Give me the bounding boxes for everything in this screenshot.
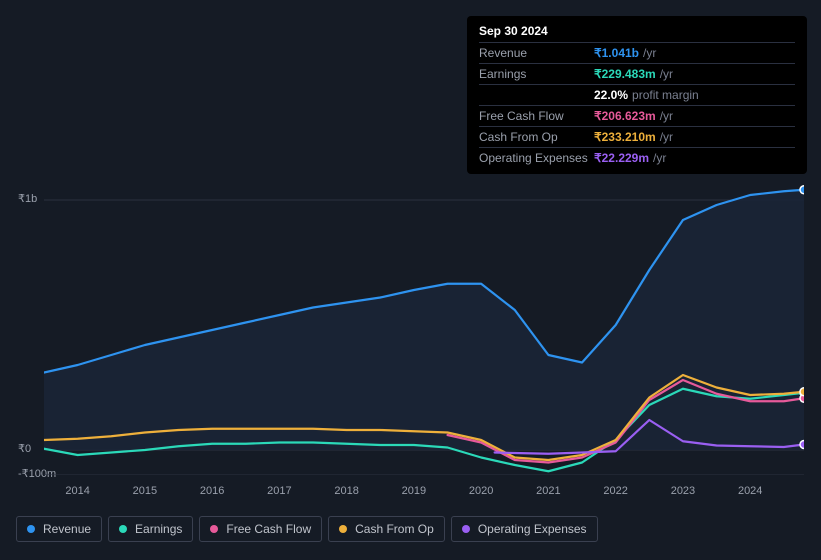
y-tick-label: ₹1b — [18, 192, 37, 205]
tooltip-suffix: /yr — [660, 109, 673, 123]
tooltip-row: Earnings₹229.483m/yr — [479, 63, 795, 84]
x-tick-label: 2018 — [334, 485, 358, 497]
legend-label: Earnings — [135, 522, 182, 536]
chart-legend: Revenue Earnings Free Cash Flow Cash From O… — [16, 516, 598, 542]
legend-label: Operating Expenses — [478, 522, 587, 536]
tooltip-value: ₹229.483m — [594, 67, 656, 81]
legend-item[interactable]: Operating Expenses — [451, 516, 598, 542]
legend-dot-icon — [339, 525, 347, 533]
legend-label: Free Cash Flow — [226, 522, 311, 536]
tooltip-label: Cash From Op — [479, 130, 594, 144]
tooltip-row: Free Cash Flow₹206.623m/yr — [479, 105, 795, 126]
legend-dot-icon — [210, 525, 218, 533]
tooltip-row: Cash From Op₹233.210m/yr — [479, 126, 795, 147]
tooltip-suffix: /yr — [660, 67, 673, 81]
tooltip-row: Revenue₹1.041b/yr — [479, 42, 795, 63]
legend-label: Cash From Op — [355, 522, 434, 536]
tooltip-label: Earnings — [479, 67, 594, 81]
tooltip-suffix: /yr — [660, 130, 673, 144]
legend-item[interactable]: Cash From Op — [328, 516, 445, 542]
legend-item[interactable]: Free Cash Flow — [199, 516, 322, 542]
legend-dot-icon — [27, 525, 35, 533]
x-tick-label: 2019 — [402, 485, 426, 497]
tooltip-value: ₹206.623m — [594, 109, 656, 123]
tooltip-value: ₹1.041b — [594, 46, 639, 60]
x-tick-label: 2015 — [133, 485, 157, 497]
legend-dot-icon — [462, 525, 470, 533]
x-tick-label: 2016 — [200, 485, 224, 497]
legend-item[interactable]: Earnings — [108, 516, 193, 542]
tooltip-value: ₹233.210m — [594, 130, 656, 144]
tooltip-subrow: 22.0%profit margin — [479, 84, 795, 105]
legend-label: Revenue — [43, 522, 91, 536]
x-tick-label: 2023 — [671, 485, 695, 497]
legend-dot-icon — [119, 525, 127, 533]
x-tick-label: 2020 — [469, 485, 493, 497]
tooltip-label: Free Cash Flow — [479, 109, 594, 123]
chart-plot-area — [44, 175, 804, 475]
x-tick-label: 2024 — [738, 485, 762, 497]
tooltip-label: Revenue — [479, 46, 594, 60]
x-tick-label: 2014 — [65, 485, 89, 497]
tooltip-date: Sep 30 2024 — [479, 24, 795, 42]
x-tick-label: 2022 — [603, 485, 627, 497]
line-chart: ₹1b₹0-₹100m — [18, 155, 808, 485]
legend-item[interactable]: Revenue — [16, 516, 102, 542]
tooltip-suffix: /yr — [643, 46, 656, 60]
y-tick-label: ₹0 — [18, 442, 31, 455]
financial-tooltip: Sep 30 2024 Revenue₹1.041b/yrEarnings₹22… — [467, 16, 807, 174]
x-tick-label: 2021 — [536, 485, 560, 497]
x-tick-label: 2017 — [267, 485, 291, 497]
